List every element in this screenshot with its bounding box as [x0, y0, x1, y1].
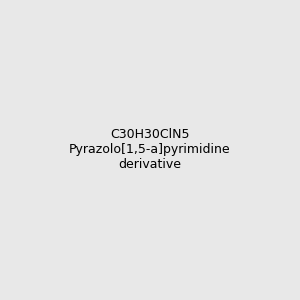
Text: C30H30ClN5
Pyrazolo[1,5-a]pyrimidine
derivative: C30H30ClN5 Pyrazolo[1,5-a]pyrimidine der…	[69, 128, 231, 172]
